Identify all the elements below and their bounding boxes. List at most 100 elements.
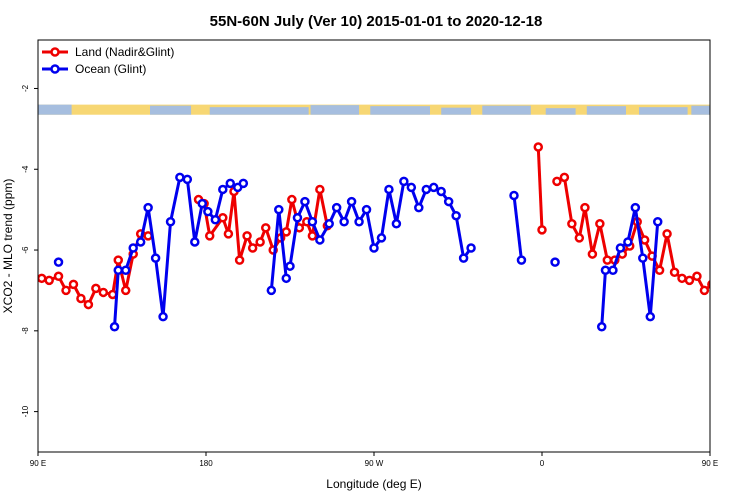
series-land-point-0-4 (68, 279, 79, 290)
series-land-point-3-6 (595, 219, 605, 229)
x-tick-label-2: 90 W (365, 459, 384, 468)
series-land-point-0-7 (91, 283, 101, 294)
series-land-point-0-10 (113, 255, 124, 265)
series-land-point-3-23 (723, 301, 730, 308)
series-land-point-3-0 (552, 176, 562, 187)
band-ocean-10 (691, 105, 710, 115)
series-land-point-3-15 (662, 229, 672, 239)
chart-title: 55N-60N July (Ver 10) 2015-01-01 to 2020… (210, 13, 543, 30)
series-ocean-point-3-1 (292, 212, 303, 223)
series-land-point-1-10 (260, 223, 271, 233)
series-ocean-point-1-9 (175, 172, 185, 183)
series-land-point-3-1 (559, 172, 570, 183)
band-ocean-0 (38, 104, 72, 115)
series-land-point-1-4 (223, 229, 234, 239)
series-ocean-point-1-3 (128, 243, 138, 253)
series-ocean-point-0-0 (53, 257, 64, 267)
series-land-point-1-17 (307, 231, 318, 241)
series-ocean-point-3-3 (307, 217, 318, 227)
series-ocean-point-3-10 (361, 204, 372, 215)
series-ocean-point-2-0 (266, 285, 277, 296)
x-tick-label-4: 90 E (702, 459, 718, 468)
series-ocean-point-3-8 (346, 196, 357, 207)
series-ocean-point-6-7 (645, 311, 656, 322)
series-land-point-3-5 (587, 249, 598, 259)
series-land-point-3-19 (692, 271, 702, 282)
band-ocean-1 (150, 105, 192, 115)
series-land-point-0-11 (120, 285, 131, 296)
series-land-point-3-16 (669, 267, 680, 278)
series-ocean-point-1-8 (165, 217, 176, 227)
series-ocean-point-3-15 (399, 176, 409, 187)
series-land-point-1-9 (255, 237, 265, 247)
series-land-point-3-25 (738, 289, 745, 296)
series-ocean-point-3-11 (369, 243, 379, 253)
series-land-point-1-3 (218, 212, 228, 223)
y-tick-label-0: -10 (21, 405, 30, 417)
series-ocean-point-3-2 (300, 196, 310, 207)
x-axis-label: Longitude (deg E) (326, 477, 421, 491)
band-ocean-2 (209, 107, 309, 115)
series-land-point-1-7 (242, 231, 252, 241)
y-tick-label-1: -8 (21, 327, 30, 335)
series-ocean-point-1-14 (210, 214, 221, 225)
series-ocean-point-1-7 (158, 311, 168, 322)
series-land-point-3-3 (574, 233, 585, 243)
series-ocean (53, 172, 663, 332)
legend-ocean-label: Ocean (Glint) (75, 62, 146, 76)
series-ocean-point-1-6 (150, 253, 161, 263)
series-land-point-1-18 (315, 184, 325, 195)
series-land-point-0-3 (61, 285, 71, 296)
series-ocean-point-2-2 (281, 273, 292, 284)
series-ocean-point-1-16 (225, 178, 236, 189)
series-ocean-point-3-0 (285, 261, 295, 271)
series-ocean-point-3-9 (354, 217, 364, 227)
series-land-line-3 (556, 175, 710, 292)
series-land-point-3-12 (639, 235, 650, 245)
series-land-point-3-7 (602, 255, 613, 265)
series-ocean-point-3-22 (451, 210, 461, 221)
series-ocean-point-6-4 (623, 237, 633, 247)
series-land-point-0-2 (53, 271, 64, 282)
y-axis: -10 -8 -6 -4 -2 (21, 84, 38, 417)
band-ocean-5 (441, 107, 472, 115)
series-land-point-2-1 (537, 225, 547, 235)
band-ocean-7 (545, 108, 576, 115)
series-land-point-1-14 (287, 194, 297, 205)
series-ocean-point-6-5 (630, 202, 641, 213)
series-ocean-point-3-14 (391, 219, 402, 229)
series-ocean-point-3-13 (384, 184, 394, 195)
series-land-point-1-2 (204, 231, 215, 241)
series-land-point-0-8 (98, 287, 109, 298)
land-ocean-band (38, 104, 710, 115)
series-land-point-3-26 (746, 291, 750, 298)
series-ocean-point-1-18 (238, 178, 249, 189)
series-ocean-point-3-5 (324, 219, 334, 229)
y-tick-label-3: -4 (21, 165, 30, 173)
series-land-point-0-5 (76, 293, 86, 304)
series-ocean-point-6-3 (615, 243, 626, 253)
series-land-point-3-4 (580, 202, 590, 213)
series-land-point-3-18 (684, 275, 695, 286)
y-tick-label-2: -6 (21, 246, 30, 254)
series-ocean-point-1-5 (143, 202, 153, 213)
band-ocean-4 (370, 106, 430, 115)
band-ocean-3 (310, 105, 360, 115)
series-ocean-point-4-1 (516, 255, 527, 265)
series-land-point-2-0 (533, 142, 544, 152)
series-ocean-point-1-0 (109, 322, 120, 332)
series-ocean-point-3-20 (436, 186, 446, 197)
band-ocean-6 (482, 105, 531, 115)
series-ocean-point-1-4 (135, 237, 146, 247)
series-land-point-1-8 (247, 243, 258, 253)
band-ocean-8 (586, 106, 626, 115)
series-ocean-point-6-2 (608, 265, 618, 275)
series-ocean-line-4 (512, 195, 523, 261)
series-land-point-1-6 (234, 255, 245, 265)
legend: Land (Nadir&Glint) Ocean (Glint) (42, 45, 174, 76)
series-ocean-point-4-0 (509, 190, 519, 201)
y-tick-label-4: -2 (21, 84, 30, 92)
series-ocean-point-1-2 (120, 265, 131, 275)
series-land-point-3-17 (677, 273, 687, 284)
series-land-point-3-24 (731, 285, 738, 292)
